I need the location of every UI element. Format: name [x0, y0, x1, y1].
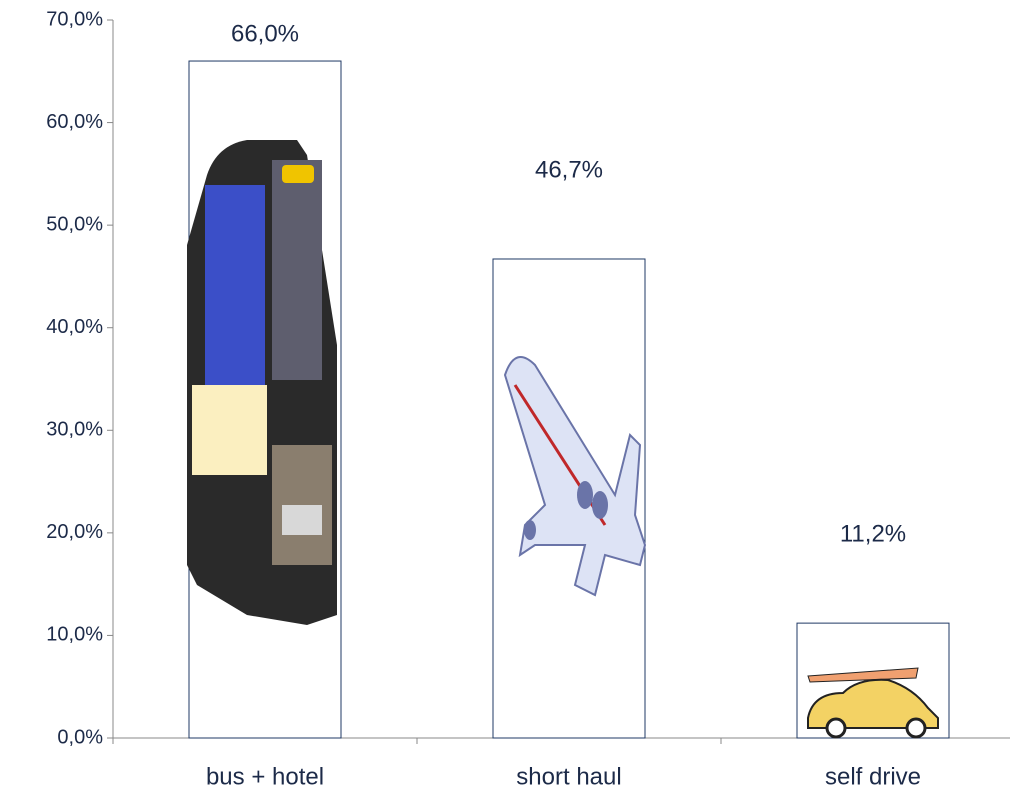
bar-icon	[187, 140, 337, 625]
value-label: 11,2%	[840, 520, 906, 547]
value-label: 66,0%	[231, 20, 299, 47]
y-tick-label: 70,0%	[46, 8, 103, 30]
y-tick-label: 10,0%	[46, 624, 103, 646]
y-tick-label: 20,0%	[46, 521, 103, 543]
value-label: 46,7%	[535, 156, 603, 183]
y-tick-label: 50,0%	[46, 213, 103, 235]
x-tick-label: bus + hotel	[206, 763, 324, 789]
x-tick-label: self drive	[825, 763, 921, 789]
x-tick-label: short haul	[516, 763, 621, 789]
y-tick-label: 40,0%	[46, 316, 103, 338]
y-tick-label: 0,0%	[57, 726, 103, 748]
y-tick-label: 60,0%	[46, 111, 103, 133]
y-tick-label: 30,0%	[46, 419, 103, 441]
